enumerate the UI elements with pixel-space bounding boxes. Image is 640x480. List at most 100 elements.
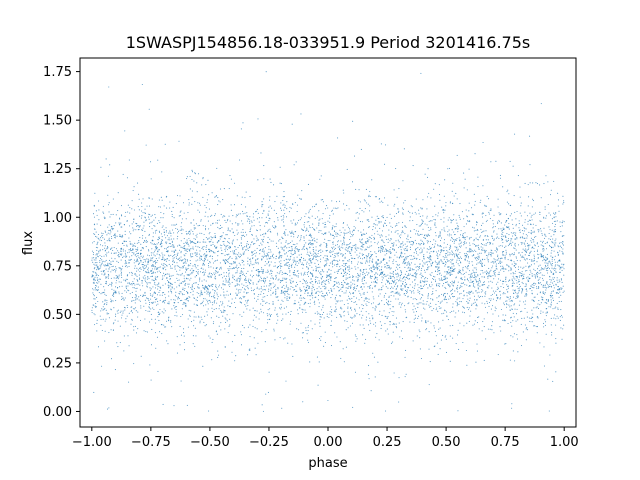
data-point [502, 319, 504, 321]
data-point [459, 246, 462, 248]
data-point [476, 221, 478, 223]
data-point [183, 275, 185, 277]
data-point [347, 269, 349, 271]
data-point [377, 262, 379, 265]
data-point [125, 240, 127, 242]
data-point [238, 281, 240, 283]
data-point [335, 233, 337, 235]
data-point [562, 203, 564, 205]
data-point [459, 252, 461, 254]
data-point [420, 297, 423, 299]
data-point [108, 86, 110, 88]
data-point [455, 219, 457, 221]
data-point [208, 262, 210, 265]
data-point [184, 279, 186, 281]
data-point [376, 230, 378, 232]
data-point [116, 260, 118, 262]
data-point [559, 250, 561, 252]
data-point [139, 237, 141, 239]
data-point [356, 254, 358, 256]
data-point [413, 292, 415, 294]
data-point [391, 279, 393, 282]
data-point [504, 258, 506, 260]
data-point [524, 237, 526, 239]
data-point [415, 251, 418, 253]
data-point [284, 232, 286, 234]
data-point [263, 233, 265, 235]
data-point [305, 329, 307, 332]
data-point [129, 256, 131, 258]
data-point [285, 240, 287, 242]
data-point [318, 286, 320, 288]
data-point [103, 303, 105, 306]
data-point [126, 266, 128, 268]
data-point [436, 251, 438, 253]
data-point [514, 273, 516, 275]
data-point [477, 256, 479, 258]
data-point [550, 292, 552, 294]
data-point [408, 273, 410, 275]
data-point [316, 267, 318, 269]
data-point [455, 301, 457, 303]
data-point [302, 274, 305, 276]
data-point [285, 216, 288, 218]
data-point [189, 234, 191, 236]
data-point [497, 278, 500, 280]
data-point [118, 256, 121, 258]
data-point [477, 275, 479, 277]
data-point [124, 263, 126, 265]
data-point [190, 310, 192, 312]
data-point [329, 221, 331, 223]
data-point [203, 246, 205, 248]
data-point [454, 254, 456, 256]
data-point [501, 257, 503, 259]
data-point [235, 292, 237, 294]
data-point [360, 248, 362, 250]
data-point [430, 274, 432, 277]
data-point [332, 225, 334, 227]
data-point [361, 249, 363, 251]
data-point [181, 233, 183, 235]
data-point [170, 320, 172, 322]
data-point [418, 225, 420, 227]
data-point [389, 256, 391, 258]
data-point [245, 300, 247, 302]
data-point [152, 265, 154, 267]
data-point [508, 234, 510, 236]
data-point [185, 267, 187, 269]
data-point [362, 244, 364, 246]
data-point [173, 305, 175, 307]
data-point [261, 204, 263, 206]
data-point [544, 237, 546, 239]
data-point [354, 283, 356, 285]
data-point [268, 371, 270, 373]
data-point [458, 269, 460, 271]
data-point [533, 263, 535, 265]
data-point [376, 215, 378, 217]
data-point [430, 286, 432, 288]
data-point [362, 274, 364, 276]
data-point [193, 311, 195, 313]
data-point [484, 258, 486, 260]
data-point [338, 245, 341, 247]
data-point [353, 301, 355, 304]
data-point [476, 224, 478, 226]
data-point [440, 218, 442, 220]
data-point [524, 243, 526, 245]
data-point [188, 309, 190, 311]
data-point [152, 271, 155, 273]
data-point [299, 307, 301, 309]
data-point [543, 286, 545, 288]
data-point [182, 288, 184, 291]
data-point [250, 280, 252, 282]
data-point [516, 338, 519, 340]
data-point [314, 303, 316, 305]
data-point [358, 189, 360, 191]
data-point [386, 239, 388, 241]
data-point [525, 328, 527, 330]
data-point [290, 265, 292, 267]
data-point [371, 315, 373, 317]
data-point [359, 269, 361, 271]
data-point [174, 265, 176, 267]
data-point [501, 237, 503, 239]
